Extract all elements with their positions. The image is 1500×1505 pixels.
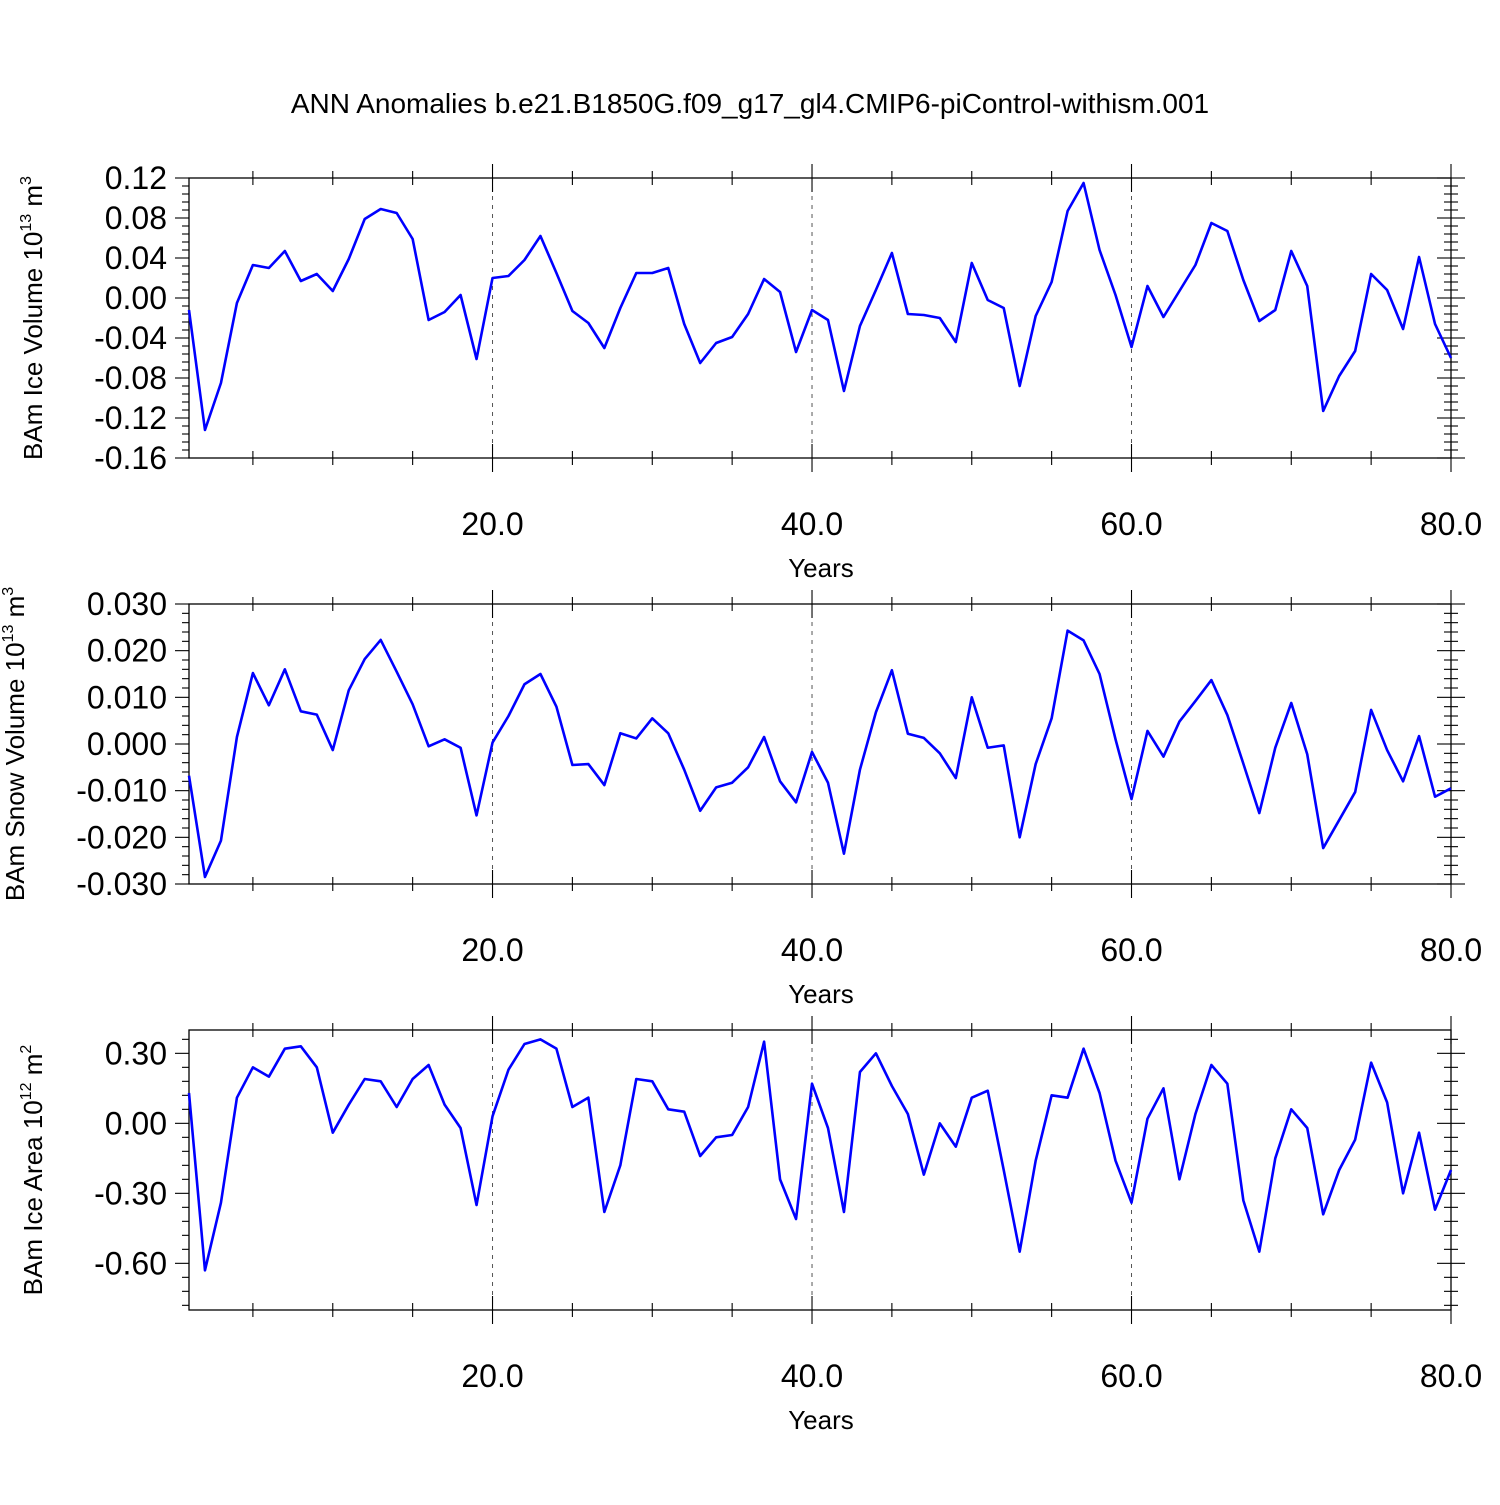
y-axis-label-text: BAm Snow Volume 10 [0, 642, 30, 901]
x-tick-label: 20.0 [461, 932, 523, 968]
y-tick-label: 0.08 [105, 200, 167, 236]
x-tick-label: 80.0 [1420, 932, 1482, 968]
y-tick-label: 0.00 [105, 280, 167, 316]
x-tick-label: 80.0 [1420, 506, 1482, 542]
y-tick-label: -0.010 [76, 773, 167, 809]
series-line-1 [187, 181, 1453, 432]
y-tick-label: -0.08 [94, 360, 167, 396]
chart-panels: 0.120.080.040.00-0.04-0.08-0.12-0.1620.0… [0, 160, 1482, 1435]
y-axis-label-unit: m [18, 185, 48, 214]
chart-title: ANN Anomalies b.e21.B1850G.f09_g17_gl4.C… [291, 88, 1209, 119]
chart-panel-2: 0.030 0.020 0.010 0.000 -0.010 -0.020 -0.030 20… [0, 586, 1482, 1009]
y-tick-label: -0.60 [94, 1245, 167, 1281]
x-tick-label: 20.0 [461, 506, 523, 542]
y-tick-label: 0.00 [105, 1105, 167, 1141]
y-axis-label-unit-exponent: 3 [0, 587, 17, 596]
x-tick-label: 60.0 [1100, 506, 1162, 542]
y-axis-label-unit: m [0, 596, 30, 625]
x-tick-label: 40.0 [781, 1358, 843, 1394]
series-line-1 [187, 1038, 1453, 1272]
y-axis-label-exponent: 13 [0, 625, 17, 643]
x-axis-label: Years [788, 553, 854, 583]
y-axis-label-unit-exponent: 2 [18, 1045, 35, 1054]
y-axis-label-unit: m [18, 1054, 48, 1083]
x-tick-label: 40.0 [781, 506, 843, 542]
y-axis-label-exponent: 13 [18, 214, 35, 232]
y-tick-label: -0.16 [94, 440, 167, 476]
y-tick-label: -0.12 [94, 400, 167, 436]
y-axis-label-unit-exponent: 3 [18, 176, 35, 185]
x-tick-label: 20.0 [461, 1358, 523, 1394]
y-tick-label: -0.04 [94, 320, 167, 356]
x-tick-label: 80.0 [1420, 1358, 1482, 1394]
x-axis-label: Years [788, 1405, 854, 1435]
y-axis-label: BAm Snow Volume 1013 m3 [0, 587, 30, 901]
y-tick-label: 0.30 [105, 1035, 167, 1071]
x-axis-label: Years [788, 979, 854, 1009]
y-tick-label: 0.000 [87, 726, 167, 762]
y-tick-label: -0.30 [94, 1175, 167, 1211]
y-tick-label: -0.020 [76, 819, 167, 855]
y-axis-label: BAm Ice Volume 1013 m3 [18, 176, 48, 460]
y-axis-label: BAm Ice Area 1012 m2 [18, 1045, 48, 1296]
y-axis-label-text: BAm Ice Area 10 [18, 1100, 48, 1295]
y-axis-label-text: BAm Ice Volume 10 [18, 232, 48, 460]
y-axis-label-exponent: 12 [18, 1082, 35, 1100]
x-tick-label: 40.0 [781, 932, 843, 968]
y-tick-label: 0.020 [87, 633, 167, 669]
y-tick-label: 0.030 [87, 586, 167, 622]
x-tick-label: 60.0 [1100, 1358, 1162, 1394]
chart-panel-3: 0.30 0.00 -0.30 -0.60 20.0 40.0 60.0 80.0 Years B… [18, 1016, 1482, 1435]
y-tick-label: 0.12 [105, 160, 167, 196]
x-tick-label: 60.0 [1100, 932, 1162, 968]
y-tick-label: 0.010 [87, 679, 167, 715]
chart-panel-1: 0.12 0.08 0.04 0.00 -0.04 -0.08 -0.12 -0.16 20.0… [18, 160, 1482, 583]
y-tick-label: -0.030 [76, 866, 167, 902]
y-tick-label: 0.04 [105, 240, 167, 276]
series-line-1 [187, 629, 1452, 879]
